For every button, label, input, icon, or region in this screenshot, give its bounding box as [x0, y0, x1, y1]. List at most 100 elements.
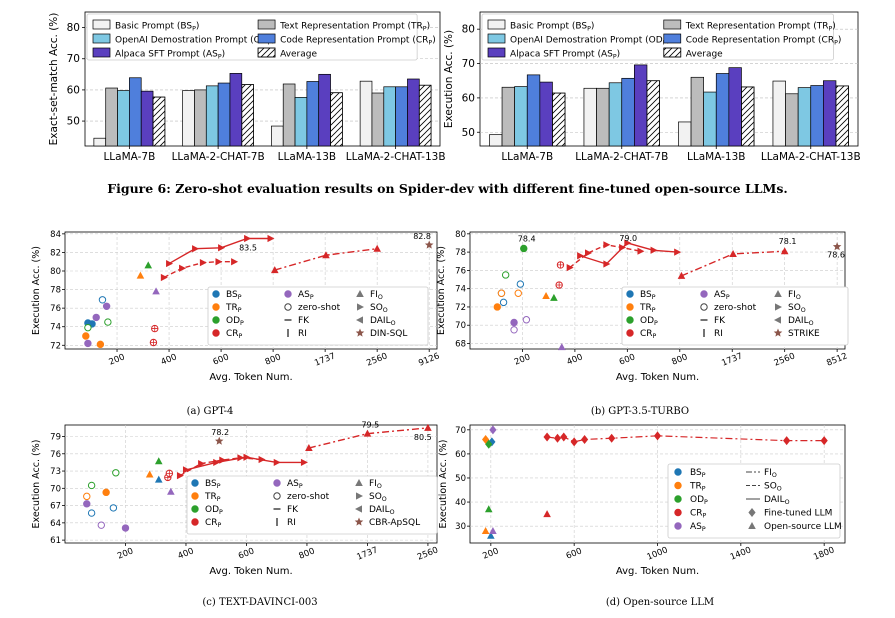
legend-label: zero-shot [287, 492, 330, 502]
legend-label: Basic Prompt (BSP) [115, 22, 199, 33]
series-line-solid [579, 242, 678, 265]
legend-swatch-hatch [257, 47, 276, 58]
legend-marker [674, 495, 682, 503]
x-tick-label: 2560 [773, 351, 797, 368]
x-tick-label: LLaMA-2-CHAT-7B [575, 151, 668, 163]
y-tick-label: 70 [67, 53, 80, 65]
x-tick-label: 600 [237, 546, 256, 561]
point-finetuned-cr [553, 433, 562, 443]
token-chart-a: 72 74 76 78 80 82 84 200 400 600 800 1737 2560 9126 Av… [31, 230, 441, 383]
bar-cr [526, 74, 541, 147]
token-chart-d: 30 40 50 60 70 200 600 1000 1400 1800 Avg. Token N… [438, 424, 846, 577]
x-tick-label: 400 [160, 352, 179, 367]
legend-label: SOO [788, 303, 806, 314]
legend-box [481, 13, 834, 61]
legend-swatch [92, 33, 111, 44]
annotation-label: 78.4 [518, 234, 536, 243]
point-as [84, 339, 92, 348]
bar-cr [810, 85, 824, 147]
bar-hatch [152, 96, 166, 147]
legend-box [186, 475, 438, 535]
point-tr [82, 332, 90, 340]
legend-label: OpenAI Demostration Prompt (ODP) [115, 36, 275, 47]
y-tick-label: 70 [462, 58, 475, 70]
line-marker [424, 423, 432, 431]
y-tick-label: 72 [455, 303, 466, 313]
point-od [104, 318, 112, 326]
subcaption-d: (d) Open-source LLM [605, 597, 715, 608]
line-marker [729, 249, 737, 257]
point-as [510, 326, 518, 334]
y-tick-label: 60 [455, 450, 466, 460]
legend-label: ASP [714, 290, 730, 301]
x-axis-label: Avg. Token Num. [209, 372, 292, 383]
bar-as [229, 73, 243, 147]
y-tick-label: 67 [50, 502, 61, 512]
legend-marker [212, 329, 220, 337]
bar-od [117, 90, 130, 147]
legend-label: STRIKE [788, 329, 820, 339]
x-tick-label: 800 [670, 352, 689, 367]
legend-label: DIN-SQL [370, 329, 407, 339]
legend-label: ODP [640, 316, 658, 327]
special-method-star [424, 240, 434, 249]
legend-label: FIO [369, 479, 382, 490]
legend-label: Basic Prompt (BSP) [510, 22, 594, 33]
series-line-dashed [163, 261, 235, 279]
legend-marker [212, 290, 220, 298]
point-as [152, 287, 160, 295]
legend-swatch [257, 33, 276, 44]
point-finetuned-cr [580, 434, 589, 444]
point-opensource-od [484, 505, 493, 513]
legend-label: SOO [370, 303, 388, 314]
point-tr [493, 303, 501, 311]
y-tick-label: 73 [50, 467, 61, 477]
line-marker [258, 455, 266, 464]
point-bs [154, 475, 163, 483]
bar-chart-em: 50 60 70 80 Exact-set-match Acc. (%) LLaMA-7B… [48, 11, 446, 163]
legend-label: RI [714, 329, 723, 339]
bar-od [797, 87, 812, 147]
point-od [154, 457, 163, 465]
x-tick-label: 400 [565, 352, 584, 367]
line-marker [219, 456, 227, 464]
point-opensource-cr [543, 510, 551, 518]
line-marker [176, 472, 184, 480]
y-axis-label: Execution Acc. (%) [31, 246, 42, 335]
legend-label: ASP [287, 479, 303, 490]
point-finetuned-as [489, 425, 497, 435]
y-tick-label: 74 [50, 323, 61, 333]
y-tick-label: 50 [455, 474, 466, 484]
y-axis-label: Execution Acc. (%) [31, 440, 42, 529]
bar-cr [129, 77, 142, 147]
legend-box [667, 463, 841, 539]
line-marker [215, 258, 223, 266]
line-marker [198, 459, 206, 468]
legend-marker [273, 479, 281, 487]
legend-marker [355, 505, 362, 513]
legend-label: FK [298, 316, 310, 326]
line-marker [213, 458, 221, 467]
y-tick-label: 76 [455, 266, 466, 276]
y-tick-label: 84 [50, 230, 61, 240]
legend-swatch [92, 47, 111, 58]
bar-tr [690, 76, 704, 147]
legend-marker [674, 468, 682, 476]
legend-marker [212, 303, 220, 311]
y-tick-label: 64 [50, 519, 61, 529]
x-tick-label: 200 [116, 546, 135, 561]
legend-marker [191, 479, 199, 487]
point-bs [87, 509, 96, 517]
legend-marker [356, 492, 363, 500]
annotation-label: 78.6 [827, 251, 845, 260]
line-marker [373, 244, 381, 252]
annotation-label: 79.0 [619, 234, 637, 243]
bar-cr [395, 86, 408, 147]
bar-hatch [835, 85, 849, 147]
legend-label: FIO [788, 290, 801, 301]
legend-label: SOO [764, 482, 782, 493]
line-marker [566, 264, 574, 272]
legend-label: CRP [640, 329, 657, 340]
legend-label: ODP [690, 495, 708, 506]
